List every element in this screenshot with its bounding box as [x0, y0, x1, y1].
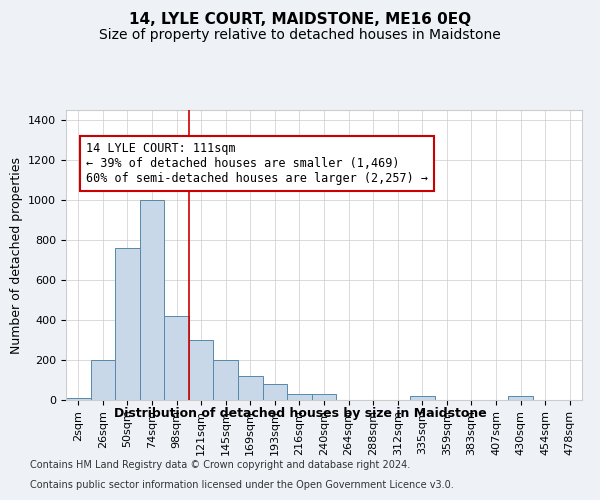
- Bar: [115, 248, 140, 400]
- Bar: [140, 200, 164, 400]
- Bar: [189, 340, 214, 400]
- Bar: [91, 360, 115, 400]
- Bar: [66, 398, 91, 400]
- Text: 14 LYLE COURT: 111sqm
← 39% of detached houses are smaller (1,469)
60% of semi-d: 14 LYLE COURT: 111sqm ← 39% of detached …: [86, 142, 428, 185]
- Bar: [287, 394, 312, 400]
- Text: Size of property relative to detached houses in Maidstone: Size of property relative to detached ho…: [99, 28, 501, 42]
- Text: Contains public sector information licensed under the Open Government Licence v3: Contains public sector information licen…: [30, 480, 454, 490]
- Text: Distribution of detached houses by size in Maidstone: Distribution of detached houses by size …: [113, 408, 487, 420]
- Bar: [214, 360, 238, 400]
- Y-axis label: Number of detached properties: Number of detached properties: [10, 156, 23, 354]
- Bar: [312, 394, 336, 400]
- Text: Contains HM Land Registry data © Crown copyright and database right 2024.: Contains HM Land Registry data © Crown c…: [30, 460, 410, 470]
- Text: 14, LYLE COURT, MAIDSTONE, ME16 0EQ: 14, LYLE COURT, MAIDSTONE, ME16 0EQ: [129, 12, 471, 28]
- Bar: [263, 384, 287, 400]
- Bar: [508, 396, 533, 400]
- Bar: [238, 376, 263, 400]
- Bar: [410, 396, 434, 400]
- Bar: [164, 316, 189, 400]
